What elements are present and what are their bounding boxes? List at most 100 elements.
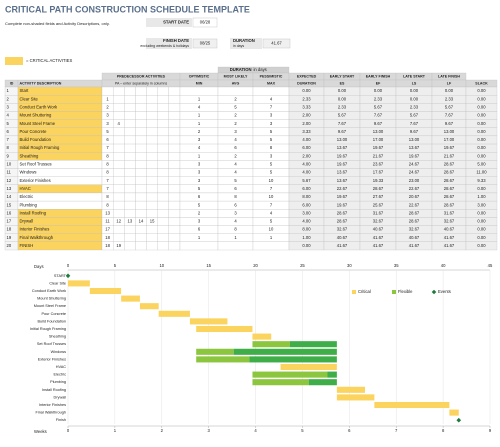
cell-text: 19.67	[409, 153, 420, 158]
pa-cell	[146, 160, 158, 169]
start-label: START DATE	[163, 20, 189, 25]
cell-text: 4	[270, 210, 273, 215]
cell-text: 6.00	[302, 186, 311, 191]
cell-text: 1	[270, 235, 273, 240]
header-text: ACTIVITY DESCRIPTION	[20, 81, 62, 85]
pa-cell	[135, 119, 147, 128]
cell-text: 3.00	[477, 202, 486, 207]
cell-text: 6	[198, 227, 201, 232]
cell-text: 22.67	[409, 186, 420, 191]
cell-text: 0.00	[445, 88, 454, 93]
cell-text: 0.00	[410, 88, 419, 93]
pa-cell	[168, 143, 181, 153]
cell	[179, 241, 219, 251]
duration-box	[262, 38, 291, 49]
pa-cell	[124, 86, 136, 96]
cell-text: 0.00	[302, 243, 311, 248]
pa-cell	[146, 152, 158, 161]
pa-cell	[146, 200, 158, 210]
cell-text: 9.67	[374, 121, 383, 126]
cell-text: Exterior Finishes	[20, 178, 51, 183]
cell-text: 41.67	[409, 243, 420, 248]
cell-text: 4	[198, 104, 201, 109]
cell-text: 19.67	[337, 194, 348, 199]
pa-cell	[157, 95, 170, 104]
cell-text: Windows	[20, 170, 37, 175]
pa-cell	[146, 119, 158, 128]
pa-cell	[124, 233, 136, 242]
pa-value: 18	[105, 235, 110, 240]
pa-cell	[124, 135, 136, 145]
x-tick-label: 40	[441, 263, 446, 268]
cell-text: 17.67	[373, 170, 384, 175]
pa-cell	[112, 209, 125, 218]
legend-label: Events	[438, 289, 451, 294]
task-bar	[189, 318, 228, 325]
cell-text: 21.67	[444, 153, 455, 158]
cell-text: 2.00	[302, 113, 311, 118]
cell-text: 6.00	[302, 145, 311, 150]
cell-text: 5	[270, 129, 273, 134]
cell-text: 41.67	[444, 243, 455, 248]
task-bar	[449, 409, 459, 416]
week-tick-label: 0	[67, 428, 70, 433]
cell-text: 2	[198, 210, 201, 215]
header-text: AVG	[232, 81, 240, 85]
pa-cell	[124, 241, 136, 251]
cell-text: 5	[234, 178, 237, 183]
pa-cell	[146, 127, 158, 137]
legend-swatch	[431, 289, 437, 295]
cell-text: 28.67	[444, 186, 455, 191]
pa-cell	[135, 184, 147, 194]
cell-text: Start	[20, 88, 30, 93]
cell-text: 25.67	[373, 202, 384, 207]
pa-cell	[168, 135, 181, 145]
pa-cell	[124, 160, 136, 169]
cell-text: 12	[7, 178, 12, 183]
pa-value: 8	[106, 194, 109, 199]
cell-text: 28.67	[444, 194, 455, 199]
cell-text: 41.67	[444, 235, 455, 240]
header-text: EF	[376, 81, 381, 85]
cell-text: 4	[270, 96, 273, 101]
pa-cell	[146, 176, 158, 185]
cell-text: 7.67	[374, 113, 383, 118]
pa-value: 17	[105, 227, 110, 232]
pa-cell	[135, 176, 147, 185]
pa-cell	[112, 103, 125, 112]
pa-value: 18	[105, 243, 110, 248]
pa-cell	[146, 135, 158, 145]
pa-value: 19	[116, 243, 121, 248]
cell-text: 0.00	[477, 153, 486, 158]
cell-text: 5	[270, 219, 273, 224]
task-label: Interior Finishes	[39, 403, 66, 407]
cell-text: Interior Finishes	[20, 227, 50, 232]
pa-cell	[112, 192, 125, 202]
pa-cell	[157, 119, 170, 128]
cell-text: 6	[234, 202, 237, 207]
cell-text: 5	[7, 121, 10, 126]
cell-text: 32.67	[373, 219, 384, 224]
pa-value: 13	[105, 210, 110, 215]
cell-text: 7.67	[410, 121, 419, 126]
pa-cell	[146, 86, 158, 96]
cell-text: 5	[234, 104, 237, 109]
pa-cell	[112, 135, 125, 145]
week-tick-label: 7	[395, 428, 398, 433]
cell-text: 2	[234, 121, 237, 126]
cell-text: 14	[7, 194, 12, 199]
pa-cell	[146, 95, 158, 104]
cell-text: Plumbing	[20, 202, 38, 207]
pa-cell	[112, 184, 125, 194]
finish-box	[192, 38, 218, 49]
pa-cell	[157, 86, 170, 96]
start-label-box	[146, 18, 192, 27]
cell	[465, 241, 498, 251]
cell-text: 0.00	[477, 113, 486, 118]
pa-cell	[157, 192, 170, 202]
pa-cell	[168, 233, 181, 242]
pa-value: 3	[106, 121, 109, 126]
cell-text: FINISH	[20, 243, 34, 248]
pa-cell	[146, 209, 158, 218]
header-text: PREDECESSOR ACTIVITIES	[117, 74, 166, 78]
